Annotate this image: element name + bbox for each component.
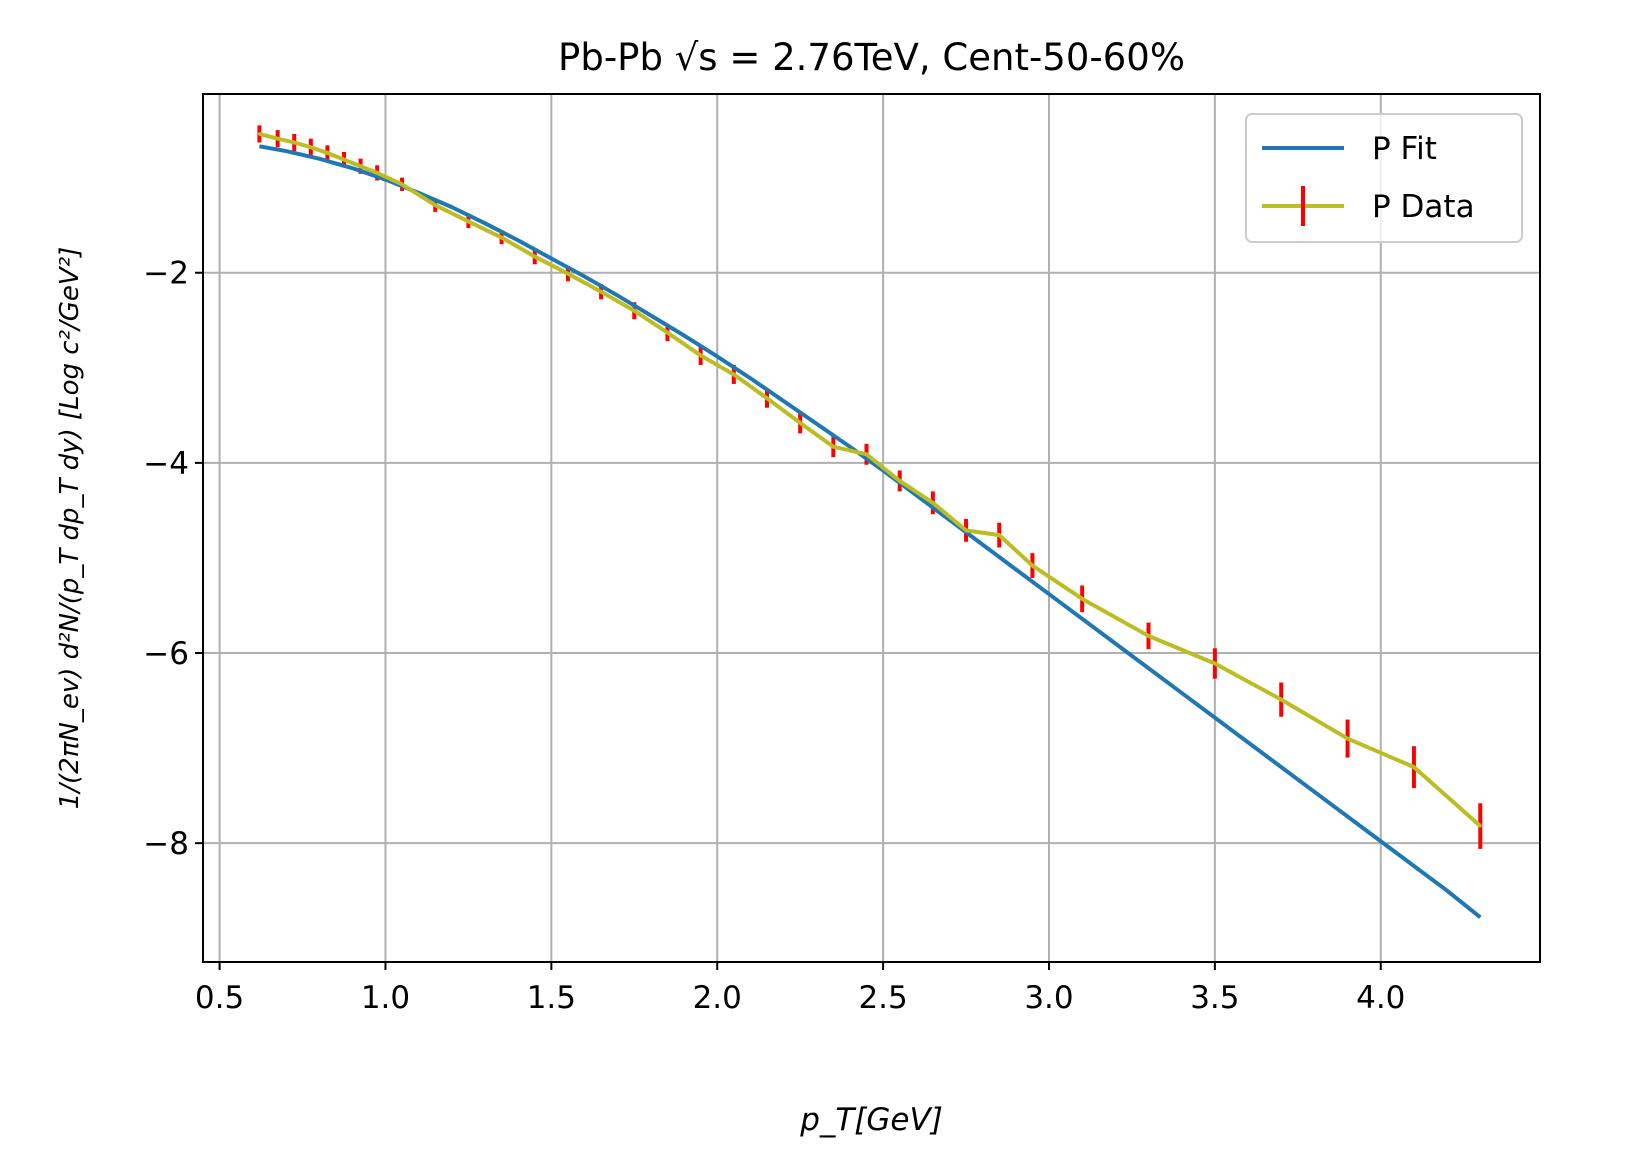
x-axis-ticks: 0.5 1.0 1.5 2.0 2.5 3.0 3.5 4.0 [195,962,1405,1016]
data-point [1346,737,1350,741]
data-point [1478,824,1482,828]
fit-line [259,144,1482,919]
x-tick-label: 4.0 [1356,980,1405,1016]
data-point [665,331,669,335]
data-point [1279,698,1283,702]
chart-title: Pb-Pb √s = 2.76TeV, Cent-50-60% [558,36,1185,79]
data-point [257,132,261,136]
data-point [359,164,363,168]
legend-fit-label: P Fit [1372,131,1437,167]
data-point [566,272,570,276]
data-point [599,290,603,294]
y-tick-label: −2 [143,256,189,292]
data-point [898,479,902,483]
data-point [276,137,280,141]
data-point [500,236,504,240]
data-point [1030,564,1034,568]
y-tick-label: −4 [143,446,189,482]
data-point [632,309,636,313]
y-tick-label: −6 [143,636,189,672]
data-point [1213,661,1217,665]
x-tick-label: 2.5 [858,980,907,1016]
data-point [400,182,404,186]
data-point [342,158,346,162]
data-point [533,255,537,259]
data-point [931,501,935,505]
data-point [1147,634,1151,638]
data-point [997,533,1001,537]
x-tick-label: 2.0 [693,980,742,1016]
y-tick-label: −8 [143,826,189,862]
data-point [466,219,470,223]
series-layer [257,125,1483,919]
data-point [1412,765,1416,769]
data-point [699,353,703,357]
data-point [732,372,736,376]
data-point [765,396,769,400]
y-axis-label: 1/(2πN_ev) d²N/(p_T dp_T dy) [Log c²/GeV… [55,247,85,810]
y-axis-ticks: −2 −4 −6 −8 [143,256,203,862]
data-point [433,203,437,207]
x-tick-label: 3.5 [1190,980,1239,1016]
x-tick-label: 0.5 [195,980,244,1016]
x-axis-label: p_T[GeV] [799,1102,943,1138]
grid [203,94,1540,962]
data-point [964,528,968,532]
data-point [831,445,835,449]
x-tick-label: 3.0 [1024,980,1073,1016]
x-tick-label: 1.5 [527,980,576,1016]
data-point [292,140,296,144]
data-point [1080,597,1084,601]
legend-data-label: P Data [1372,189,1475,225]
legend: P Fit P Data [1245,113,1523,243]
x-tick-label: 1.0 [361,980,410,1016]
data-point [325,151,329,155]
data-point [865,452,869,456]
data-point [798,421,802,425]
data-point [375,171,379,175]
data-point [309,145,313,149]
plot-frame [202,93,1541,963]
